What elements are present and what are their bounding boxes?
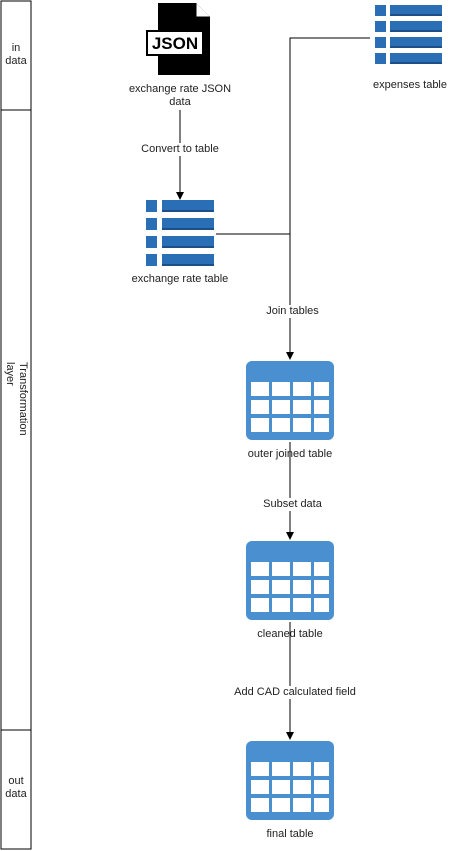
arrowhead: [286, 532, 294, 540]
lane-label-line: layer: [4, 362, 16, 386]
expenses-table-icon: [375, 5, 442, 64]
cleaned-table-label: cleaned table: [257, 628, 323, 640]
json-file-icon: JSON: [146, 3, 210, 75]
swimlane-frame: [0, 0, 32, 850]
exchange-rate-table-icon: [146, 200, 214, 266]
lane-label-in: in data: [1, 42, 31, 68]
cleaned-table-icon: [246, 541, 334, 620]
lane-label-line: data: [5, 788, 27, 800]
lane-label-line: Transformation: [17, 362, 29, 436]
json-data-label: exchange rate JSON data: [115, 83, 245, 109]
lane-label-line: data: [5, 55, 27, 67]
json-icon-text: JSON: [152, 34, 198, 53]
exchange-rate-table-label: exchange rate table: [131, 273, 229, 285]
final-table-label: final table: [266, 828, 314, 840]
edge-label-convert: Convert to table: [125, 143, 235, 156]
outer-joined-table-icon: [246, 361, 334, 440]
arrowhead: [286, 352, 294, 360]
edge-label-join: Join tables: [255, 305, 330, 318]
expenses-table-label: expenses table: [373, 79, 447, 91]
lane-label-transformation: Transformation layer: [3, 362, 29, 452]
arrowhead: [176, 192, 184, 200]
lane-label-line: in: [11, 42, 21, 54]
edge-expenses-line: [289, 37, 370, 352]
json-label-line: data: [169, 96, 191, 108]
arrowhead: [286, 732, 294, 740]
outer-joined-table-label: outer joined table: [247, 448, 333, 460]
json-label-line: exchange rate JSON: [128, 83, 232, 95]
final-table-icon: [246, 741, 334, 820]
lane-label-line: out: [8, 775, 24, 787]
lane-label-out: out data: [1, 775, 31, 801]
edge-label-add-cad: Add CAD calculated field: [225, 686, 365, 699]
edge-label-subset: Subset data: [255, 498, 330, 511]
